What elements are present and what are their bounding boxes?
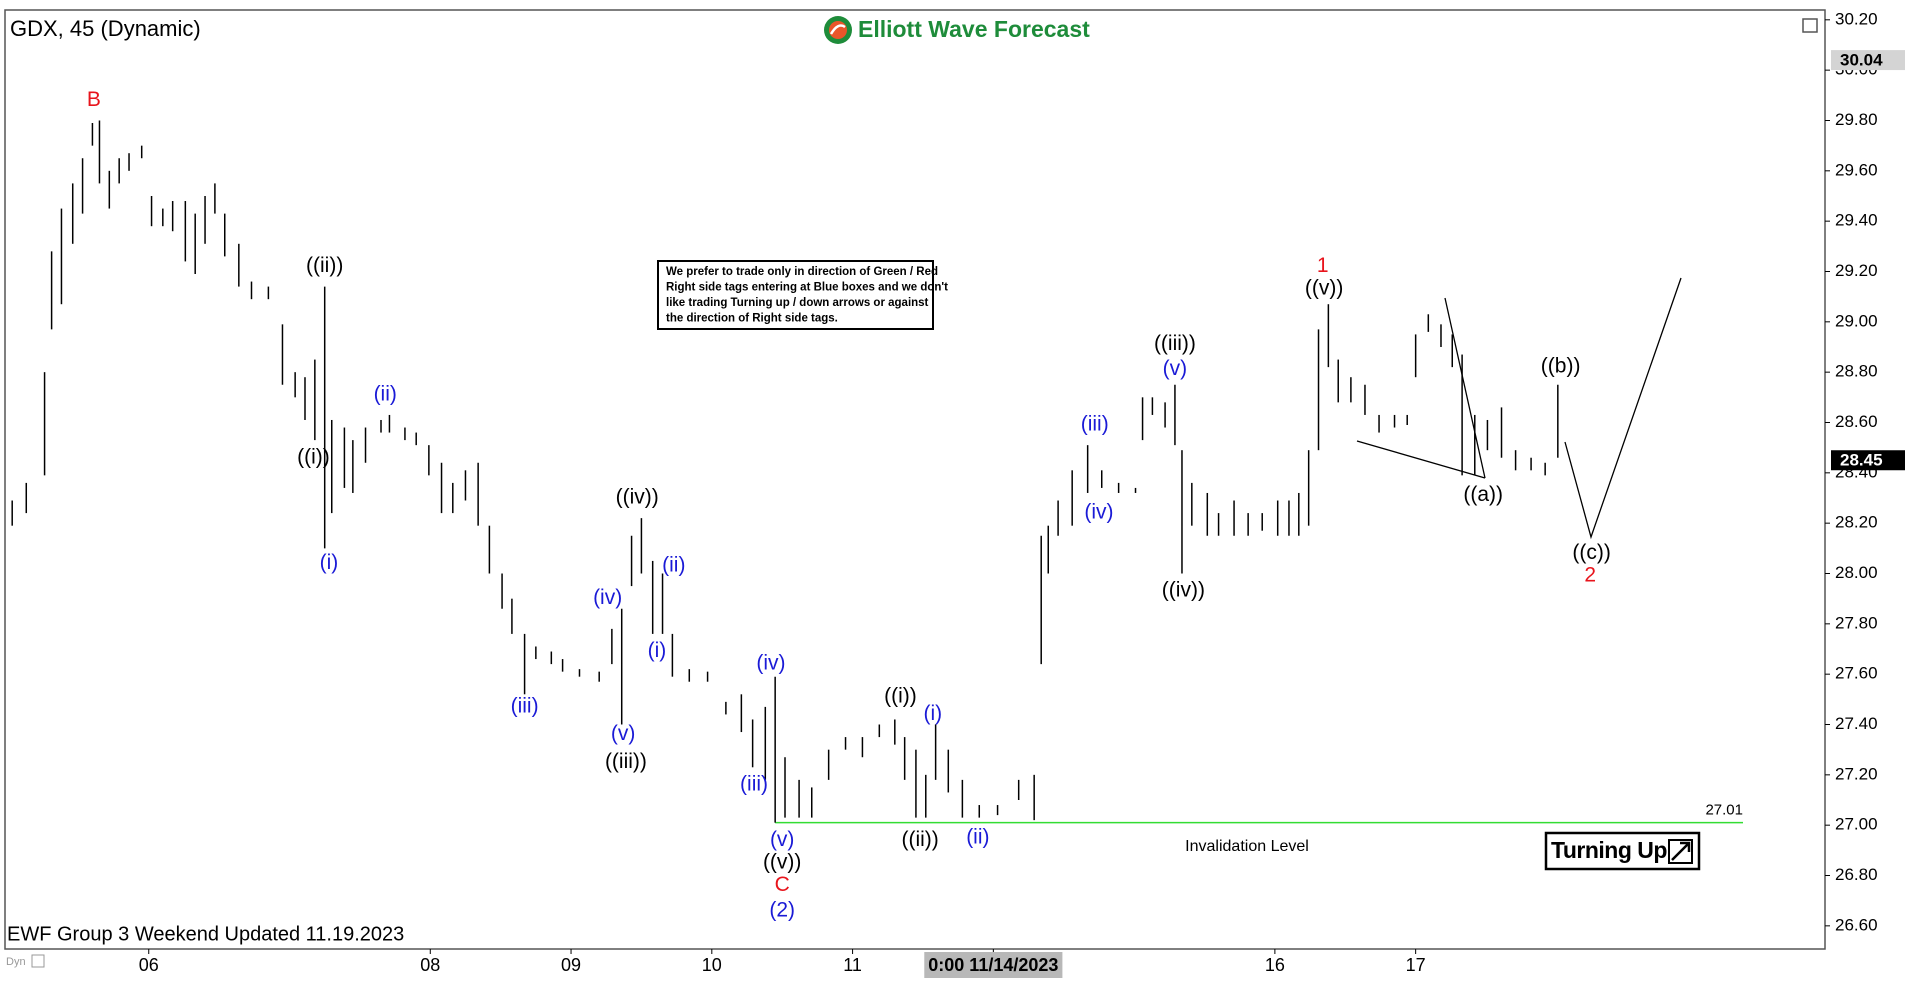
y-tick-label: 27.80 <box>1835 613 1878 632</box>
wave-label: ((c)) <box>1572 541 1610 564</box>
notice-line: Right side tags entering at Blue boxes a… <box>666 282 948 294</box>
notice-box <box>657 260 934 330</box>
y-tick-label: 27.60 <box>1835 664 1878 683</box>
wave-label: (iv) <box>593 586 622 609</box>
wave-label: 1 <box>1317 254 1329 277</box>
y-tick-label: 30.20 <box>1835 9 1878 28</box>
wave-label: ((iii)) <box>1154 332 1196 355</box>
y-tick-label: 26.80 <box>1835 865 1878 884</box>
y-tick-label: 28.00 <box>1835 563 1878 582</box>
wave-label: (ii) <box>374 382 397 405</box>
wave-label: (ii) <box>662 553 685 576</box>
wave-label: ((i)) <box>884 684 917 707</box>
wave-label: 2 <box>1584 564 1596 587</box>
wave-label: (v) <box>1163 357 1188 380</box>
wave-label: B <box>87 88 101 111</box>
wave-label: ((ii)) <box>901 828 938 851</box>
wave-label: (iii) <box>1081 413 1109 436</box>
x-tick-label: 10 <box>702 955 722 975</box>
x-tick-label: 11 <box>843 955 862 975</box>
corner-tag: Dyn <box>6 956 26 968</box>
plot-frame <box>4 9 1826 950</box>
logo-core <box>829 21 847 39</box>
badge-text: Turning Up <box>1551 837 1667 863</box>
brand-logo: Elliott Wave Forecast <box>824 16 1090 44</box>
footer: EWF Group 3 Weekend Updated 11.19.2023 <box>7 923 404 945</box>
logo-swoosh <box>829 24 846 35</box>
price-marker-label: 28.45 <box>1840 451 1883 470</box>
x-tick-label: 06 <box>139 955 159 975</box>
y-tick-label: 27.00 <box>1835 815 1878 834</box>
notice-line: We prefer to trade only in direction of … <box>666 266 938 278</box>
y-tick-label: 28.20 <box>1835 513 1878 532</box>
wave-label: (v) <box>611 722 636 745</box>
notice-line: the direction of Right side tags. <box>666 313 838 325</box>
y-tick-label: 29.20 <box>1835 261 1878 280</box>
price-marker-label: 30.04 <box>1840 51 1883 70</box>
wave-label: ((iii)) <box>605 750 647 773</box>
wave-label: ((v)) <box>1305 277 1343 300</box>
wave-label: (2) <box>769 898 795 921</box>
y-tick-label: 29.40 <box>1835 211 1878 230</box>
trend-line <box>1444 297 1486 479</box>
wave-label: (v) <box>770 828 795 851</box>
wave-label: (iii) <box>511 694 539 717</box>
price-marker <box>1831 50 1905 71</box>
x-tick-label: 16 <box>1265 955 1285 975</box>
x-tick-label: 08 <box>420 955 440 975</box>
wave-label: (i) <box>648 639 667 662</box>
wave-label: C <box>775 873 790 896</box>
trend-line <box>1356 440 1486 479</box>
wave-label: ((a)) <box>1463 483 1503 506</box>
forecast-lines <box>1356 277 1682 540</box>
wave-label: ((iv)) <box>616 486 659 509</box>
wave-label: (i) <box>923 702 942 725</box>
notice-text: We prefer to trade only in direction of … <box>666 266 948 325</box>
wave-label: (iii) <box>740 772 768 795</box>
x-tick-highlight <box>924 952 1063 978</box>
wave-label: (iv) <box>756 652 785 675</box>
forecast-path <box>1564 277 1682 540</box>
x-tick-label: 0:00 11/14/2023 <box>928 955 1058 975</box>
price-marker <box>1831 450 1905 471</box>
notice-line: like trading Turning up / down arrows or… <box>666 297 929 309</box>
turning-up-badge: Turning Up <box>1544 831 1701 871</box>
plot-layer: 26.60 26.80 27.00 27.20 27.40 27.60 27.80 28.00… <box>11 9 1905 978</box>
wave-label: ((i)) <box>297 445 330 468</box>
wave-label: ((iv)) <box>1162 579 1205 602</box>
corner-icon <box>31 954 45 968</box>
y-tick-label: 27.20 <box>1835 764 1878 783</box>
wave-label: ((v)) <box>763 850 801 873</box>
y-tick-label: 28.60 <box>1835 412 1878 431</box>
y-tick-label: 29.60 <box>1835 160 1878 179</box>
y-tick-label: 27.40 <box>1835 714 1878 733</box>
y-tick-label: 29.00 <box>1835 311 1878 330</box>
chart-title: GDX, 45 (Dynamic) <box>10 16 201 41</box>
invalidation-label: Invalidation Level <box>1185 838 1309 855</box>
badge-icon <box>1668 839 1693 864</box>
brand-name: Elliott Wave Forecast <box>858 16 1090 42</box>
wave-label: ((b)) <box>1541 355 1581 378</box>
y-tick-label: 28.80 <box>1835 362 1878 381</box>
badge-arrow <box>1671 841 1691 861</box>
y-tick-label: 29.80 <box>1835 110 1878 129</box>
wave-label: ((ii)) <box>306 254 343 277</box>
x-tick-label: 17 <box>1406 955 1426 975</box>
invalidation-value: 27.01 <box>1705 802 1743 819</box>
wave-label: (ii) <box>966 825 989 848</box>
wave-label: (i) <box>320 551 339 574</box>
x-tick-label: 09 <box>561 955 581 975</box>
settings-icon <box>1802 18 1818 33</box>
y-tick-label: 26.60 <box>1835 915 1878 934</box>
wave-label: (iv) <box>1084 501 1113 524</box>
